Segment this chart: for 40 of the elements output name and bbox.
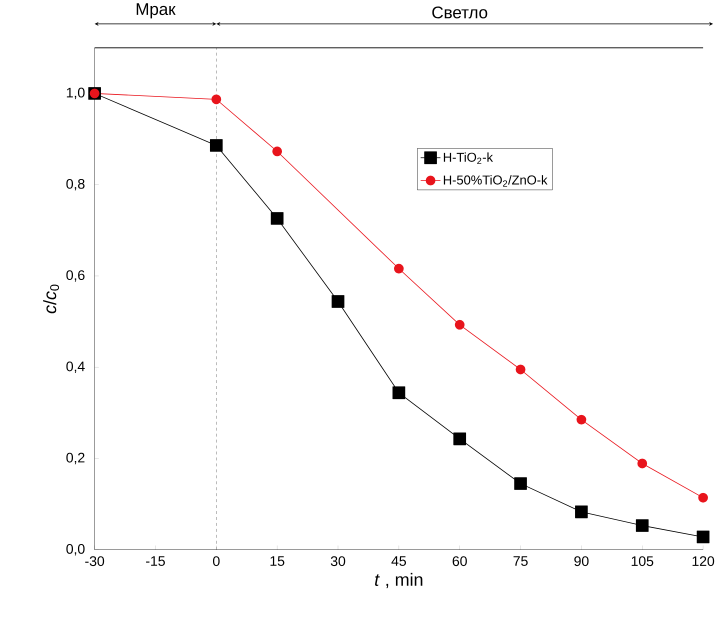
text: Светло [432,6,488,18]
point [575,505,588,518]
point [272,146,282,156]
legend-label: H-50%TiO$_{2}$/ZnO-k [444,174,548,186]
y-axis-title: c/c$_{0}$ [43,284,60,314]
point [270,212,284,225]
x-tick-label: 15 [270,556,284,566]
point [453,432,466,445]
point [636,518,649,532]
text: Мрак [136,3,176,18]
x-tick-label: 60 [452,556,467,566]
point [392,386,406,399]
point [211,94,222,104]
point [332,294,344,308]
y-tick-label: 0,2 [66,452,84,464]
point [514,476,527,490]
point [698,492,708,502]
point [696,530,710,544]
y-tick-label: 0,8 [66,178,85,190]
y-tick-label: 0,0 [66,544,85,556]
point [394,264,404,274]
y-tick-label: 0,6 [66,270,85,282]
point [210,138,223,152]
x-tick-label: 45 [391,556,406,566]
y-tick-label: 0,4 [66,361,85,373]
x-tick-label: -15 [146,556,165,566]
y-tick-label: 1,0 [66,87,85,99]
point [637,458,648,468]
x-tick-label: 90 [574,556,589,566]
x-tick-label: 30 [330,556,346,566]
legend-label: H-TiO$_{2}$-k [444,152,494,164]
x-tick-label: 0 [212,556,220,566]
x-axis-title: t , min [375,572,422,588]
x-tick-label: 105 [632,556,654,566]
point [454,320,465,330]
x-tick-label: -30 [85,556,104,566]
x-tick-label: 120 [692,556,714,566]
x-tick-label: 75 [514,556,528,566]
point [576,414,586,424]
point [516,364,526,374]
